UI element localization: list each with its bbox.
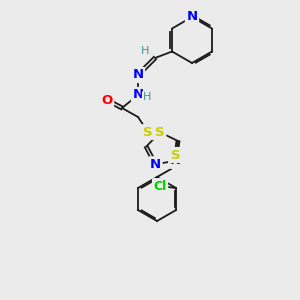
Text: Cl: Cl	[153, 179, 167, 193]
Text: N: N	[132, 68, 144, 82]
Text: O: O	[101, 94, 112, 106]
Text: N: N	[170, 154, 181, 167]
Text: H: H	[141, 46, 149, 56]
Text: N: N	[150, 158, 161, 171]
Text: N: N	[186, 11, 198, 23]
Text: H: H	[143, 92, 151, 102]
Text: S: S	[143, 125, 153, 139]
Text: S: S	[171, 148, 181, 161]
Text: N: N	[132, 88, 144, 101]
Text: S: S	[155, 126, 165, 139]
